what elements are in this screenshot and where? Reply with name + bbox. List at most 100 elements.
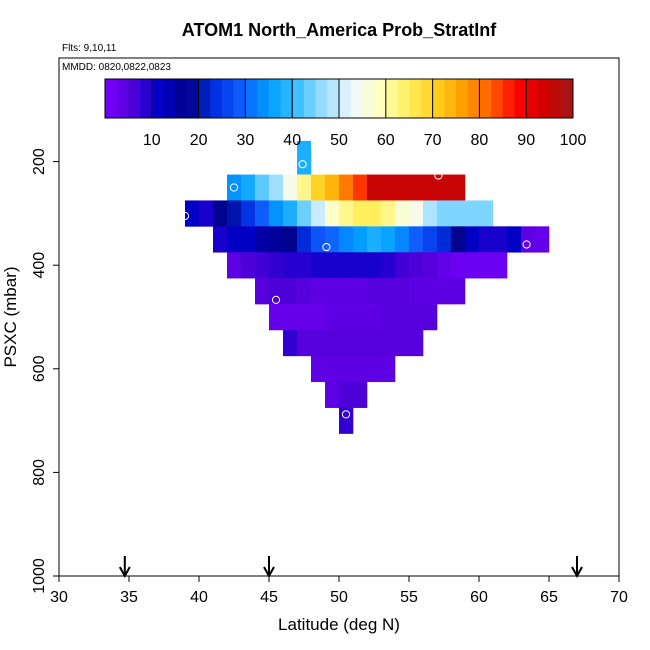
heatmap-cell [227,200,242,227]
heatmap-cell [311,304,326,331]
data-point [322,242,331,252]
heatmap-cell [255,278,270,305]
x-tick-label: 40 [190,589,208,606]
heatmap-cell [409,174,424,201]
heatmap-cell [381,252,396,279]
heatmap-cell [297,200,312,227]
heatmap-cell [353,226,368,253]
heatmap-cell [269,200,284,227]
colorbar-tick-label: 60 [377,132,395,149]
colorbar-segment [222,79,235,118]
data-point [522,240,531,249]
heatmap-cell [227,174,242,201]
mmdd-note: MMDD: 0820,0822,0823 [62,62,171,73]
y-tick-label: 1000 [31,558,48,594]
heatmap-cell [423,174,438,201]
colorbar-segment [537,79,550,118]
heatmap-cell [423,304,438,331]
y-axis-title: PSXC (mbar) [1,266,20,367]
heatmap-cell [311,355,326,383]
heatmap-cell [269,304,284,331]
x-tick-label: 60 [470,589,488,606]
heatmap-cell [353,329,368,357]
heatmap-cell [395,278,410,305]
colorbar-segment [561,79,574,118]
heatmap-cell [479,252,494,279]
heatmap-cell [213,226,228,253]
colorbar-segment [198,79,211,118]
heatmap-cell [367,200,382,227]
colorbar-segment [409,79,422,118]
heatmap-cell [339,226,354,253]
heatmap-cell [283,278,298,305]
colorbar-segment [432,79,445,118]
y-tick-label: 600 [31,355,48,382]
colorbar-tick-label: 30 [237,132,255,149]
heatmap-cell [395,200,410,227]
heatmap-cell [339,278,354,305]
heatmap-cell [269,278,284,305]
colorbar-tick-label: 20 [190,132,208,149]
heatmap-cell [507,226,522,253]
colorbar-segment [385,79,398,118]
colorbar-segment [374,79,387,118]
data-point [434,171,443,180]
heatmap-cell [381,278,396,305]
heatmap-cell [339,200,354,227]
heatmap-cell [255,174,270,201]
colorbar-segment [257,79,270,118]
colorbar-segment [292,79,305,118]
colorbar-segment [233,79,246,118]
heatmap-cell [493,226,508,253]
heatmap-cell [423,226,438,253]
heatmap-cell [199,200,214,227]
heatmap-cell [409,278,424,305]
heatmap-cell [381,329,396,357]
x-tick-label: 55 [400,589,418,606]
colorbar-segment [151,79,164,118]
heatmap-cell [339,304,354,331]
heatmap-cell [325,278,340,305]
heatmap-cell [451,278,466,305]
heatmap-cell [437,200,452,227]
data-point [298,160,307,169]
colorbar-segment [456,79,469,118]
x-tick-label: 30 [50,589,68,606]
colorbar-segment [280,79,293,118]
x-tick-label: 70 [610,589,628,606]
colorbar-segment [210,79,223,118]
heatmap-cell [325,200,340,227]
heatmap-cell [241,226,256,253]
heatmap-cell [339,355,354,383]
heatmap-cell [367,304,382,331]
y-tick-label: 800 [31,459,48,486]
heatmap-cell [437,226,452,253]
colorbar-segment [362,79,375,118]
heatmap-cell [409,226,424,253]
heatmap-cell [353,278,368,305]
heatmap-cell [325,381,340,408]
colorbar: 10 20 30 40 50 60 70 80 90 100 [104,78,586,149]
heatmap-cell [451,200,466,227]
heatmap-cell [311,278,326,305]
x-tick-label: 35 [120,589,138,606]
colorbar-segment [420,79,433,118]
heatmap-cell [325,174,340,201]
data-point [341,410,351,419]
heatmap-cell [269,174,284,201]
heatmap-cell [241,200,256,227]
heatmap-cell [381,355,396,383]
heatmap-cell [381,174,396,201]
heatmap-cell [283,304,298,331]
y-tick-label: 200 [31,148,48,175]
colorbar-segment [186,79,199,118]
heatmap-cell [325,304,340,331]
colorbar-tick-label: 90 [517,132,535,149]
heatmap-cell [297,140,311,156]
heatmap-cell [395,304,410,331]
heatmap-cell [437,278,452,305]
heatmap-cell [227,226,242,253]
x-tick-label: 65 [540,589,558,606]
heatmap-cell [465,252,480,279]
heatmap-cell [451,226,466,253]
